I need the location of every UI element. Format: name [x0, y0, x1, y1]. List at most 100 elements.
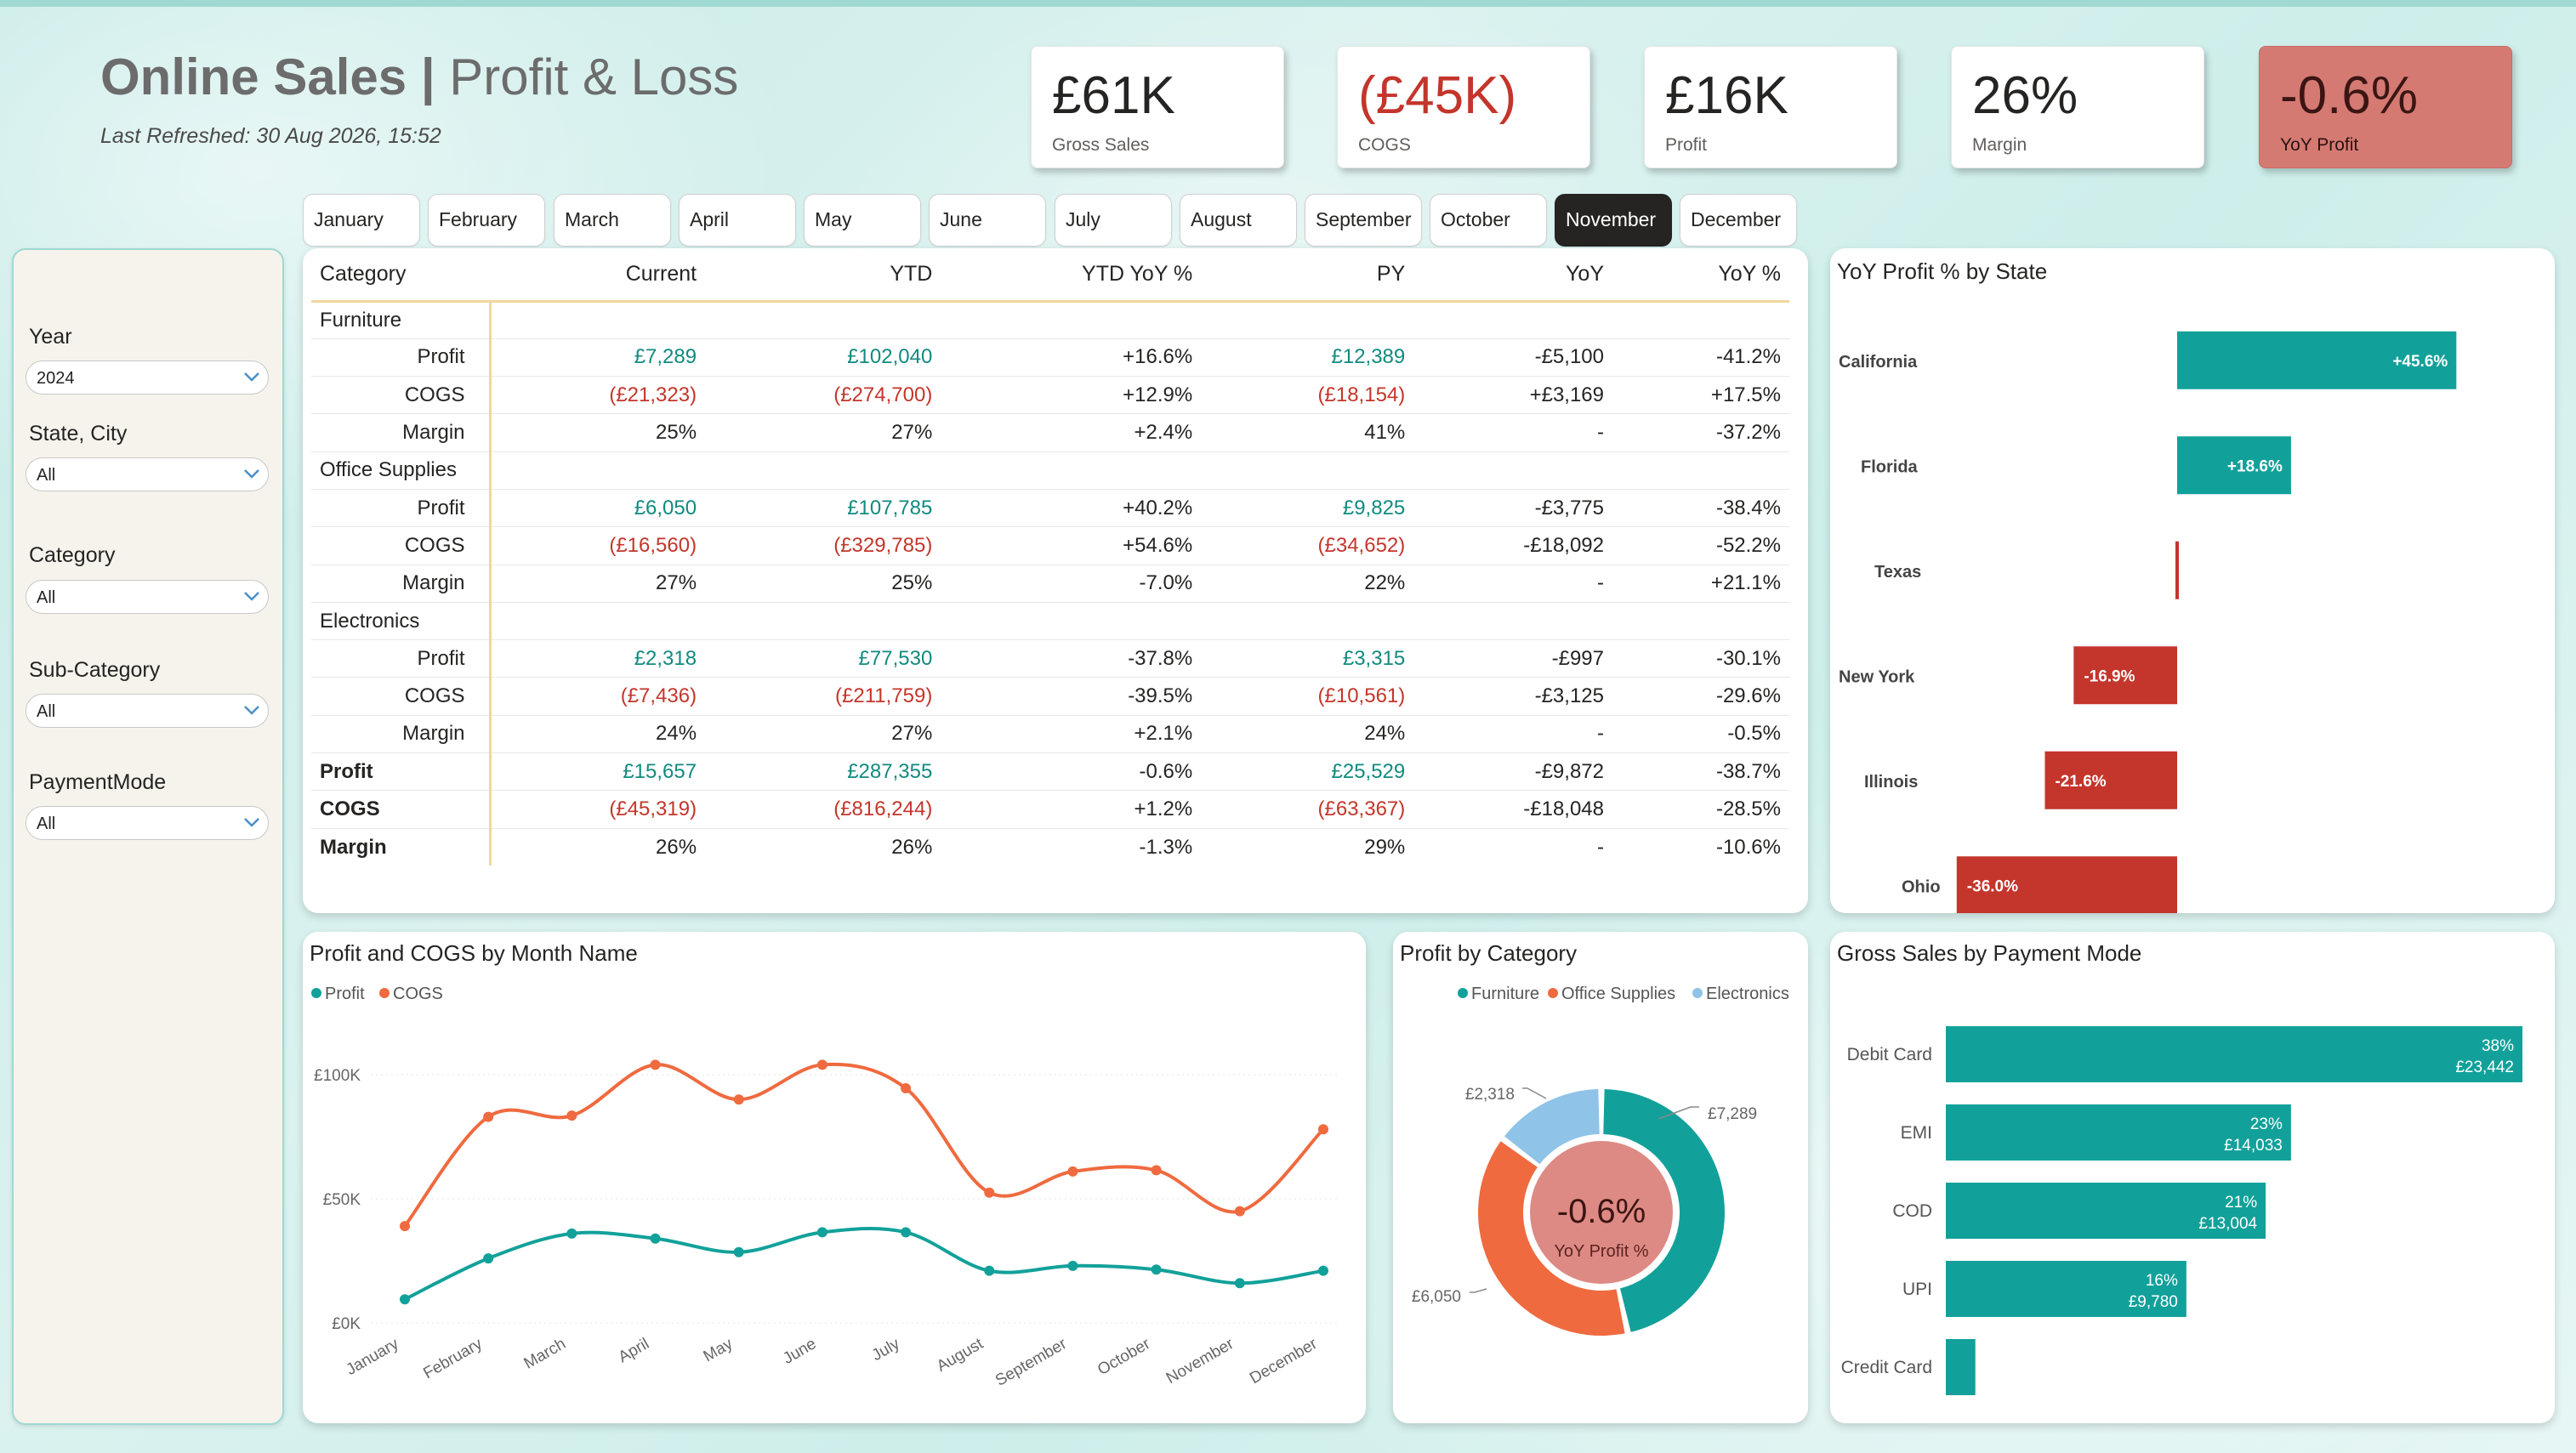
month-button-january[interactable]: January: [303, 194, 420, 247]
x-tick-label: February: [420, 1335, 486, 1382]
line-chart-panel: Profit and COGS by Month Name Profit COGS…: [303, 932, 1366, 1423]
table-row: Margin 25% 27% +2.4% 41% - -37.2%: [311, 413, 1789, 452]
x-tick-label: January: [343, 1335, 401, 1379]
legend-marker: [379, 988, 390, 998]
payment-chart-panel: Gross Sales by Payment Mode Debit Card 38…: [1830, 932, 2555, 1423]
col-header-ytd-yoy-pct[interactable]: YTD YoY %: [941, 248, 1202, 303]
month-button-august[interactable]: August: [1180, 194, 1297, 247]
legend-label: Electronics: [1706, 985, 1789, 1003]
month-button-december[interactable]: December: [1680, 194, 1797, 247]
group-row: Office Supplies: [311, 451, 1789, 490]
month-button-may[interactable]: May: [804, 194, 921, 247]
cell: -: [1413, 715, 1612, 754]
cell: £7,289: [490, 338, 706, 377]
state-city-dropdown[interactable]: All: [26, 457, 269, 491]
data-point: [1067, 1260, 1078, 1271]
group-label[interactable]: Furniture: [311, 301, 492, 339]
state-chart-panel: YoY Profit % by State California +45.6% Fl…: [1830, 248, 2555, 913]
slicer-label-state-city: State, City: [29, 422, 128, 446]
month-button-february[interactable]: February: [428, 194, 545, 247]
cell: (£63,367): [1201, 790, 1414, 829]
cell: -1.3%: [1139, 835, 1193, 859]
month-button-september[interactable]: September: [1305, 194, 1422, 247]
state-bar: [2044, 751, 2177, 809]
group-label[interactable]: Electronics: [311, 602, 492, 641]
kpi-margin: 26% Margin: [1951, 46, 2204, 168]
col-header-yoy-pct[interactable]: YoY %: [1612, 248, 1789, 303]
kpi-label: COGS: [1358, 135, 1411, 155]
col-header-ytd[interactable]: YTD: [705, 248, 941, 303]
state-data-label: -21.6%: [2055, 773, 2106, 791]
cell: -52.2%: [1612, 526, 1789, 565]
cell: £15,657: [490, 752, 706, 792]
payment-value-label: £13,004: [2198, 1215, 2257, 1233]
cell: -: [1597, 835, 1604, 859]
legend-marker: [1548, 988, 1558, 998]
dropdown-value: 2024: [37, 369, 75, 388]
row-label: Margin: [311, 413, 492, 452]
cell: 25%: [490, 413, 706, 452]
slicer-label-year: Year: [29, 325, 72, 349]
col-header-yoy[interactable]: YoY: [1413, 248, 1612, 303]
donut-chart: Furniture Office Supplies Electronics -0.6%…: [1412, 985, 1789, 1336]
cell: £9,825: [1201, 489, 1414, 528]
total-row: COGS (£45,319) (£816,244) +1.2% (£63,367…: [311, 790, 1789, 829]
x-tick-label: September: [992, 1335, 1071, 1390]
month-button-april[interactable]: April: [679, 194, 796, 247]
cell: (£34,652): [1201, 526, 1414, 565]
x-tick-label: May: [701, 1335, 736, 1365]
data-point: [1234, 1206, 1245, 1217]
chevron-down-icon: [244, 372, 259, 382]
cell: £287,355: [705, 752, 941, 792]
total-label: COGS: [311, 790, 492, 829]
month-button-july[interactable]: July: [1055, 194, 1172, 247]
legend-label: COGS: [393, 985, 443, 1003]
data-point: [733, 1246, 744, 1257]
col-header-current[interactable]: Current: [490, 248, 706, 303]
x-tick-label: April: [616, 1335, 652, 1366]
cell: -0.5%: [1612, 715, 1789, 754]
col-header-category[interactable]: Category: [311, 248, 490, 303]
donut-data-label: £6,050: [1412, 1288, 1461, 1306]
state-bar: [2073, 646, 2177, 705]
group-label[interactable]: Office Supplies: [311, 451, 492, 490]
cell: +2.4%: [941, 413, 1202, 452]
month-button-march[interactable]: March: [554, 194, 671, 247]
table-row: COGS (£7,436) (£211,759) -39.5% (£10,561…: [311, 677, 1789, 716]
kpi-gross-sales: £61K Gross Sales: [1031, 46, 1284, 168]
cell: -37.8%: [941, 639, 1202, 678]
x-tick-label: December: [1247, 1335, 1321, 1388]
dropdown-value: All: [37, 588, 56, 607]
cell: £6,050: [490, 489, 706, 528]
y-tick-label: £0K: [332, 1315, 361, 1333]
cell: -£18,092: [1413, 526, 1612, 565]
payment-value-label: £23,442: [2455, 1059, 2514, 1076]
month-button-june[interactable]: June: [929, 194, 1046, 247]
payment-value-label: £9,780: [2129, 1293, 2178, 1311]
cell: -37.2%: [1612, 413, 1789, 452]
series-line-cogs: [403, 1062, 1325, 1228]
cell: -30.1%: [1612, 639, 1789, 678]
pnl-matrix-panel: Category Current YTD YTD YoY % PY YoY Yo…: [303, 248, 1808, 913]
data-point: [1151, 1165, 1162, 1176]
month-button-october[interactable]: October: [1430, 194, 1547, 247]
table-row: COGS (£21,323) (£274,700) +12.9% (£18,15…: [311, 376, 1789, 415]
payment-pct-label: 16%: [2146, 1272, 2178, 1290]
cell: (£211,759): [705, 677, 941, 716]
top-accent-line: [0, 0, 2576, 7]
year-dropdown[interactable]: 2024: [26, 360, 269, 394]
category-dropdown[interactable]: All: [26, 580, 269, 614]
month-button-november[interactable]: November: [1555, 194, 1672, 247]
table-row: Profit £6,050 £107,785 +40.2% £9,825 -£3…: [311, 489, 1789, 528]
sub-category-dropdown[interactable]: All: [26, 694, 269, 728]
payment-mode-dropdown[interactable]: All: [26, 806, 269, 840]
cell: -7.0%: [941, 565, 1202, 603]
legend-label: Office Supplies: [1561, 985, 1675, 1003]
dropdown-value: All: [37, 702, 56, 721]
state-data-label: -16.9%: [2084, 667, 2135, 685]
data-point: [400, 1221, 410, 1232]
data-point: [901, 1083, 912, 1094]
cell: 41%: [1201, 413, 1414, 452]
col-header-py[interactable]: PY: [1201, 248, 1414, 303]
state-data-label: +45.6%: [2392, 353, 2448, 371]
